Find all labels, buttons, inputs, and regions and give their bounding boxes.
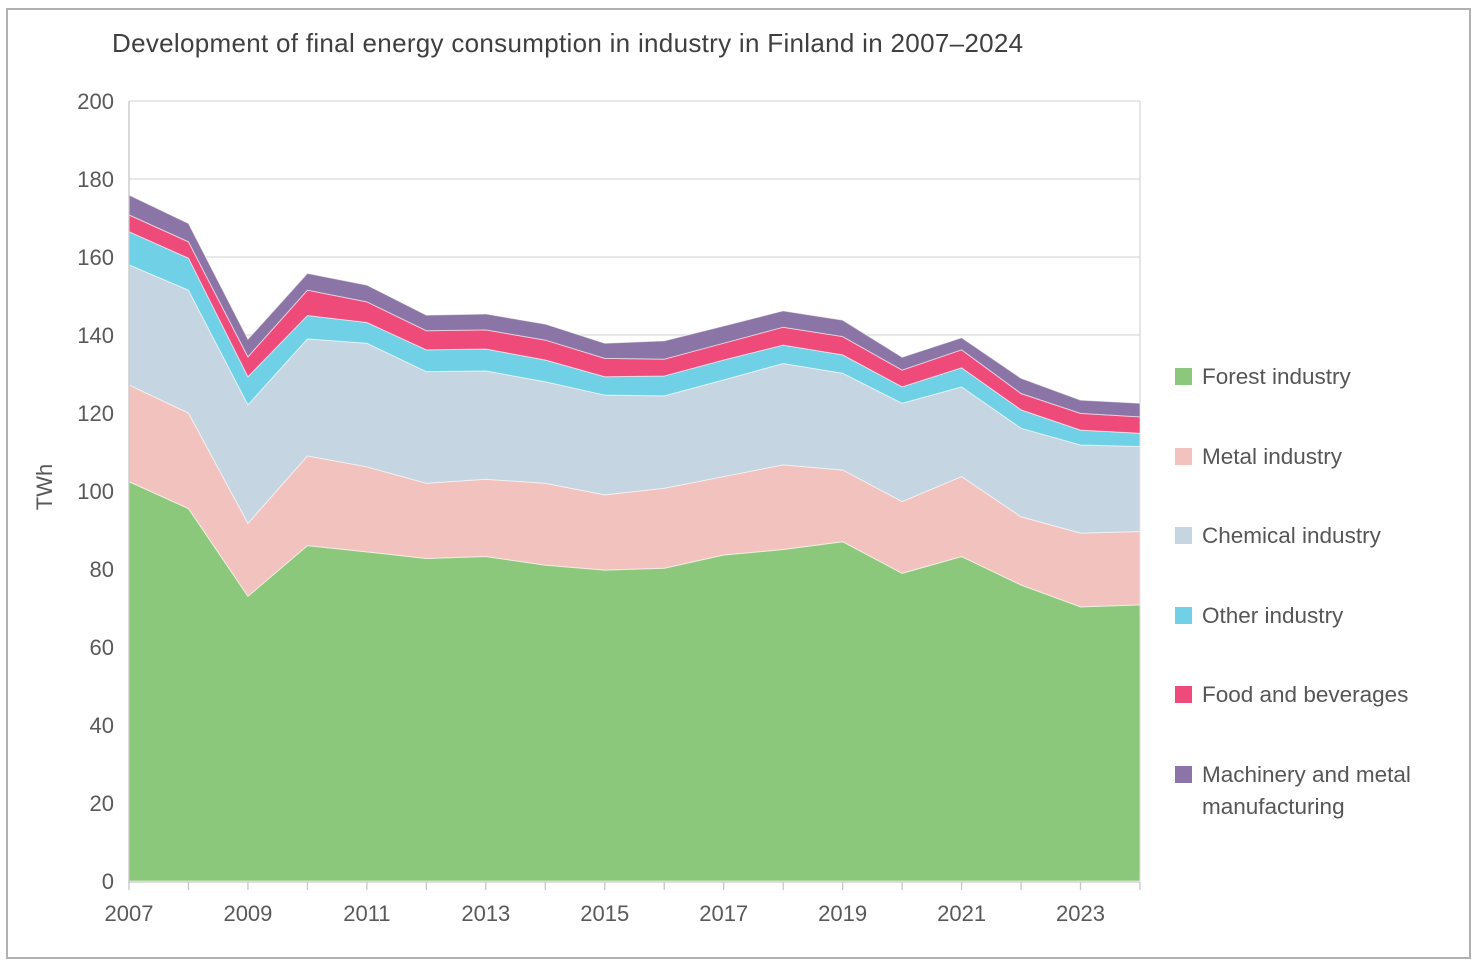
legend-item-metal-industry: Metal industry: [1175, 441, 1471, 473]
legend-item-forest-industry: Forest industry: [1175, 361, 1471, 393]
x-tick-label: 2009: [223, 901, 272, 926]
legend-label: Other industry: [1202, 602, 1344, 628]
x-tick-label: 2011: [343, 901, 390, 926]
x-tick-label: 2017: [699, 901, 748, 926]
x-tick-label: 2007: [105, 901, 154, 926]
y-tick-label: 60: [90, 635, 114, 660]
legend-label: Food and beverages: [1202, 682, 1409, 707]
legend-label: Chemical industry: [1202, 523, 1381, 548]
y-tick-label: 120: [77, 401, 114, 426]
x-tick-label: 2013: [461, 901, 510, 926]
area-machinery-and-metal-manufacturing: [128, 194, 1141, 418]
y-tick-label: 20: [90, 791, 114, 816]
y-tick-label: 160: [77, 245, 114, 270]
legend-item-food-and-beverages: Food and beverages: [1175, 679, 1471, 711]
y-tick-label: 80: [90, 557, 114, 582]
legend-label: Machinery and metal manufacturing: [1202, 761, 1411, 819]
chart-title: Development of final energy consumption …: [112, 28, 1024, 58]
y-tick-label: 180: [77, 167, 114, 192]
x-tick-label: 2015: [580, 901, 629, 926]
legend-label: Forest industry: [1202, 364, 1351, 389]
x-tick-label: 2021: [937, 901, 986, 926]
legend-item-chemical-industry: Chemical industry: [1175, 520, 1471, 552]
legend-swatch-food-and-beverages: [1175, 686, 1192, 703]
y-tick-label: 200: [77, 89, 114, 114]
legend-swatch-other-industry: [1175, 606, 1192, 624]
x-tick-label: 2023: [1056, 901, 1105, 926]
x-tick-label: 2019: [818, 901, 867, 926]
legend-swatch-forest-industry: [1175, 368, 1192, 385]
legend-swatch-chemical-industry: [1175, 527, 1192, 544]
y-tick-label: 40: [90, 713, 114, 738]
legend-swatch-machinery-and-metal-manufacturing: [1175, 765, 1192, 783]
legend-item-other-industry: Other industry: [1175, 600, 1471, 632]
legend-item-machinery-and-metal-manufacturing: Machinery and metal manufacturing: [1175, 759, 1471, 823]
y-tick-label: 140: [77, 323, 114, 348]
legend-swatch-metal-industry: [1175, 447, 1192, 465]
y-tick-label: 100: [77, 479, 114, 504]
legend: Forest industry Metal industry Chemical in…: [1175, 361, 1471, 870]
legend-label: Metal industry: [1202, 443, 1343, 469]
y-tick-label: 0: [102, 869, 114, 894]
